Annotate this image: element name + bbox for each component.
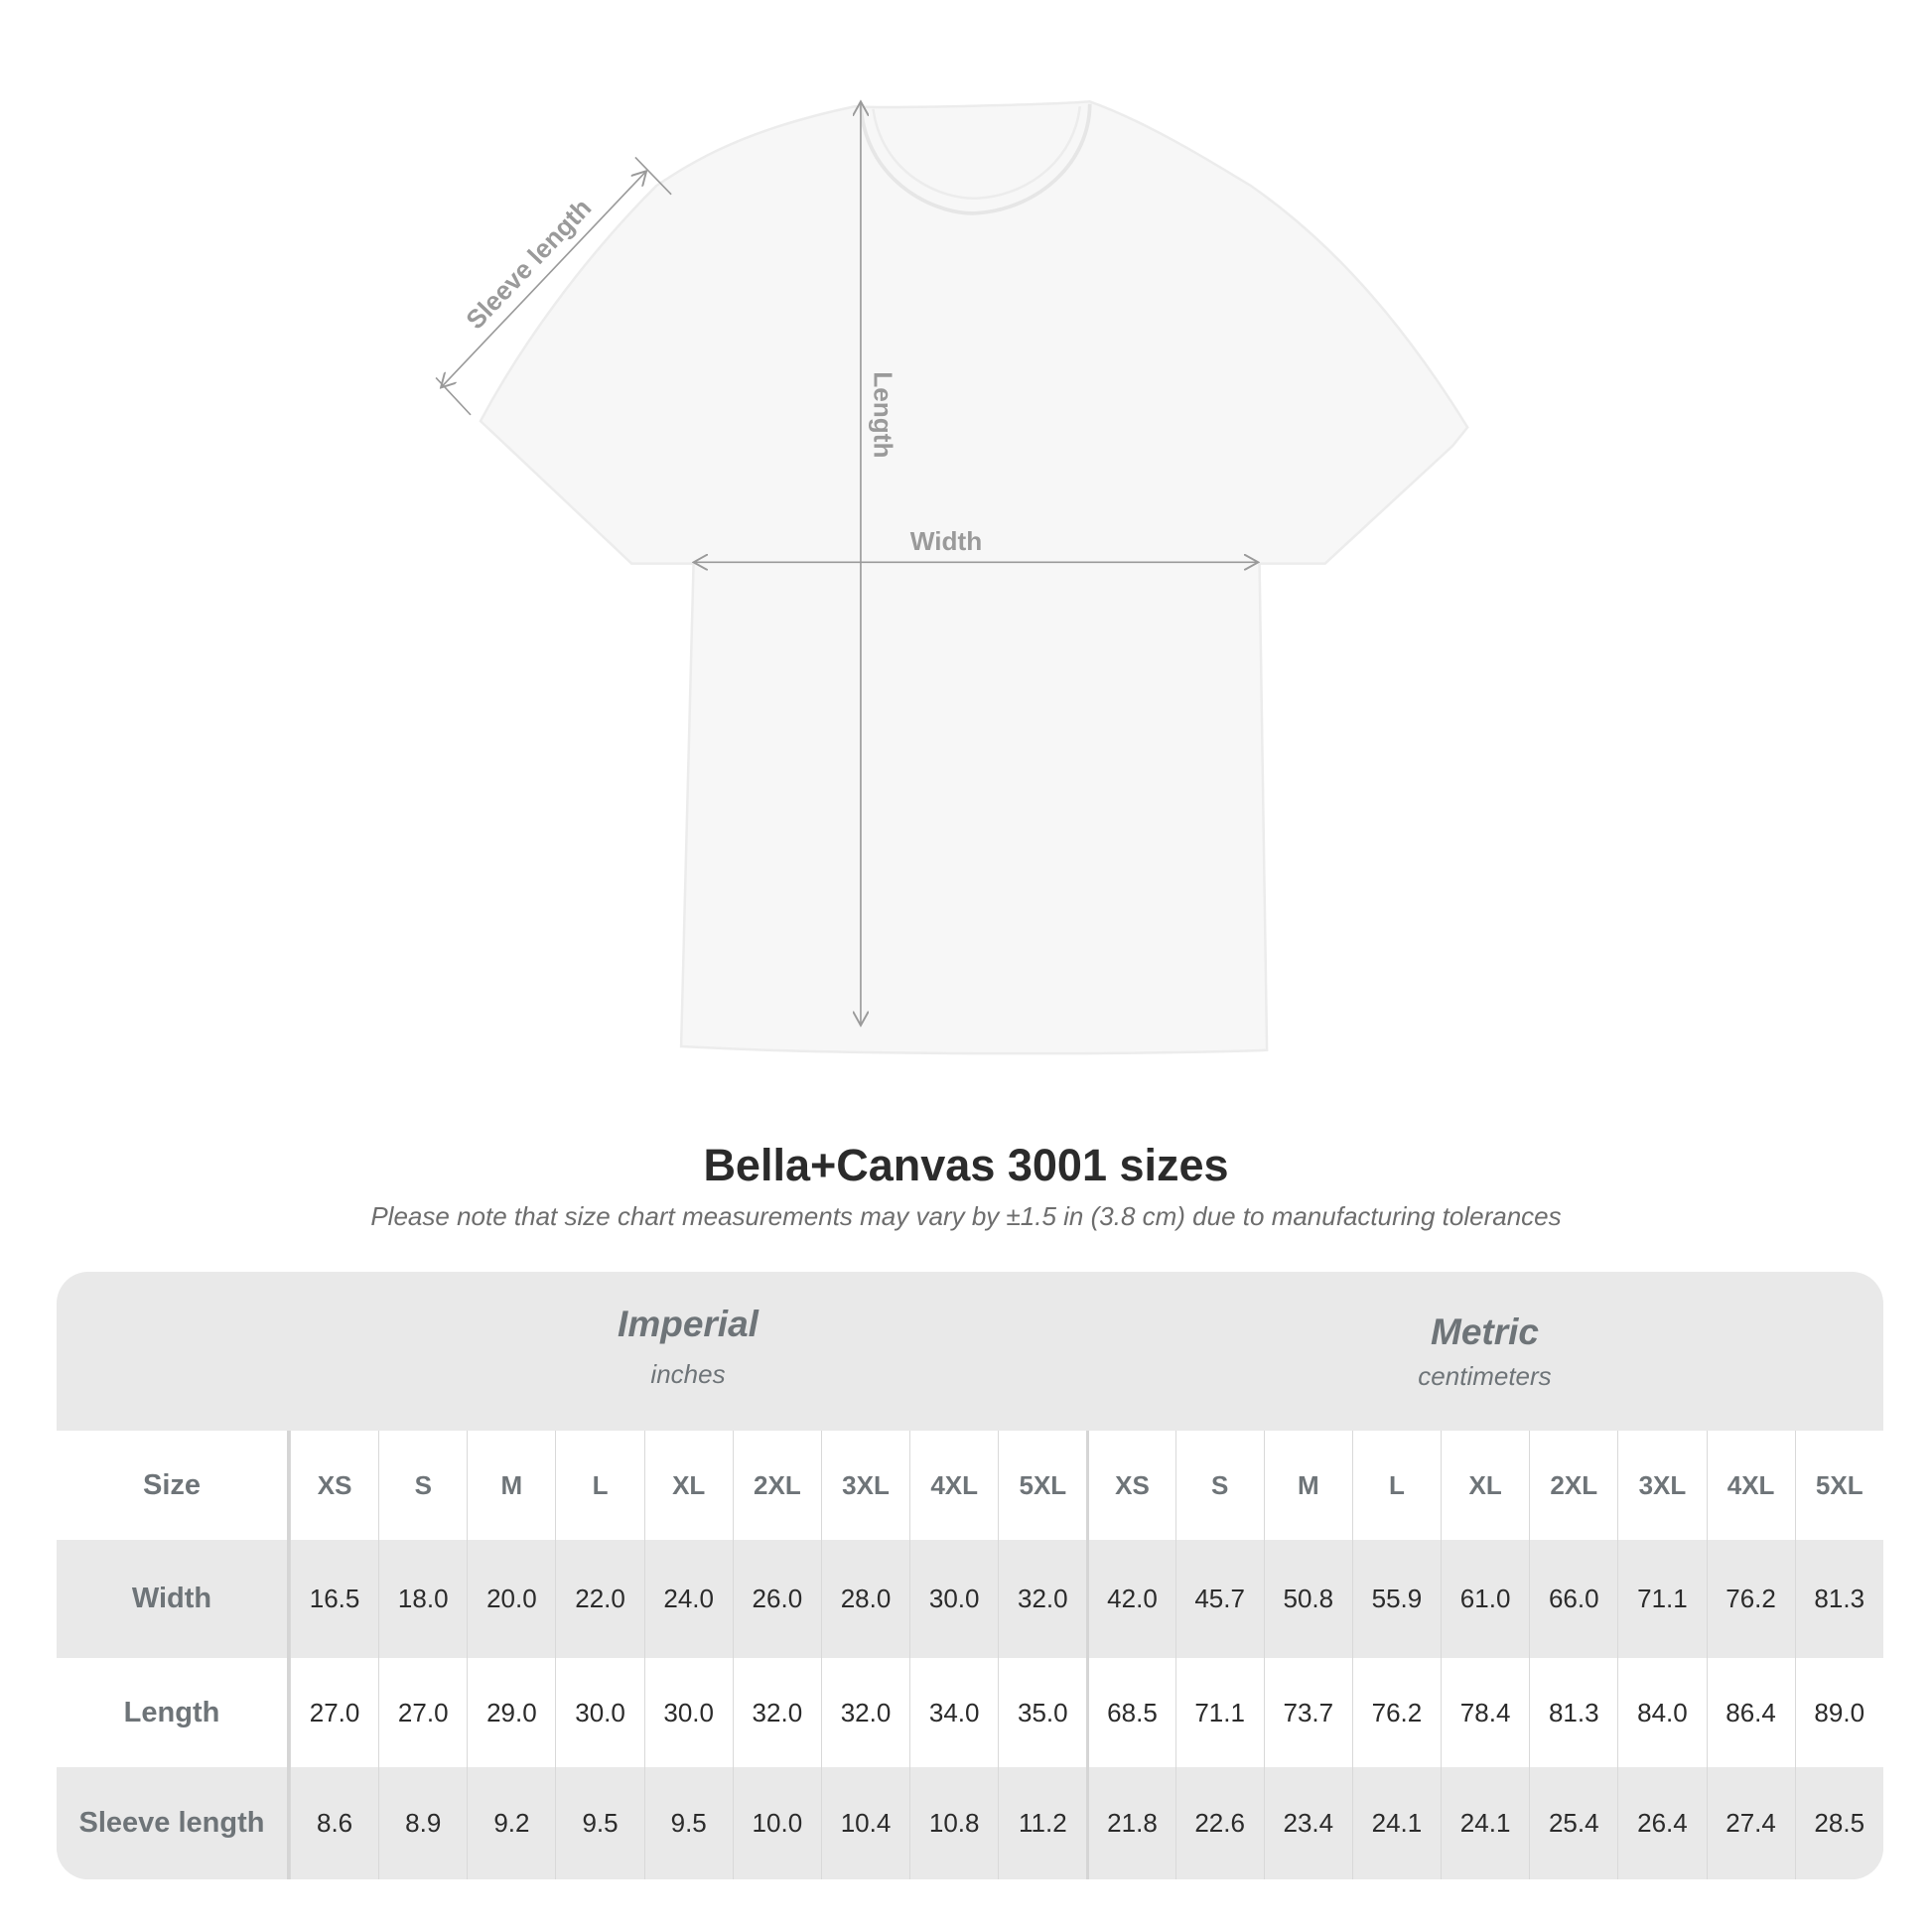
value-cell: 18.0 — [378, 1540, 467, 1658]
imperial-title: Imperial — [618, 1304, 759, 1344]
size-header-cell: S — [1174, 1431, 1264, 1540]
size-header-cell: XS — [1086, 1431, 1174, 1540]
size-header-cell: M — [467, 1431, 555, 1540]
value-cell: 11.2 — [998, 1767, 1086, 1879]
value-cell: 21.8 — [1086, 1767, 1174, 1879]
row-label: Width — [57, 1540, 290, 1658]
size-header-cell: 5XL — [998, 1431, 1086, 1540]
value-cell: 89.0 — [1794, 1658, 1883, 1767]
value-cell: 20.0 — [467, 1540, 555, 1658]
value-cell: 29.0 — [467, 1658, 555, 1767]
value-cell: 86.4 — [1706, 1658, 1795, 1767]
value-cell: 81.3 — [1794, 1540, 1883, 1658]
size-header-cell: L — [1351, 1431, 1441, 1540]
table-row: Length 27.0 27.0 29.0 30.0 30.0 32.0 32.0 34.0 35… — [57, 1658, 1883, 1767]
collar-inner — [872, 106, 1081, 200]
value-cell: 22.6 — [1174, 1767, 1264, 1879]
size-header-cell: 4XL — [909, 1431, 998, 1540]
value-cell: 61.0 — [1441, 1540, 1529, 1658]
value-cell: 76.2 — [1351, 1658, 1441, 1767]
value-cell: 71.1 — [1174, 1658, 1264, 1767]
value-cell: 27.4 — [1706, 1767, 1795, 1879]
value-cell: 22.0 — [555, 1540, 643, 1658]
value-cell: 34.0 — [909, 1658, 998, 1767]
value-cell: 28.0 — [820, 1540, 909, 1658]
size-row: Size XS S M L XL 2XL 3XL 4XL 5XL XS S M L XL 2XL 3XL 4XL… — [57, 1431, 1883, 1540]
value-cell: 42.0 — [1086, 1540, 1174, 1658]
tolerance-note: Please note that size chart measurements… — [370, 1201, 1562, 1231]
value-cell: 24.1 — [1351, 1767, 1441, 1879]
value-cell: 24.1 — [1441, 1767, 1529, 1879]
value-cell: 45.7 — [1174, 1540, 1264, 1658]
value-cell: 25.4 — [1529, 1767, 1617, 1879]
metric-title: Metric — [1431, 1311, 1539, 1352]
value-cell: 66.0 — [1529, 1540, 1617, 1658]
table-row: Sleeve length 8.6 8.9 9.2 9.5 9.5 10.0 10.4 10.8… — [57, 1767, 1883, 1879]
value-cell: 73.7 — [1263, 1658, 1352, 1767]
page-title: Bella+Canvas 3001 sizes — [703, 1140, 1229, 1190]
row-label: Sleeve length — [57, 1767, 290, 1879]
table-row: Width 16.5 18.0 20.0 22.0 24.0 26.0 28.0 30.0 32.… — [57, 1540, 1883, 1658]
value-cell: 84.0 — [1617, 1658, 1706, 1767]
value-cell: 28.5 — [1794, 1767, 1883, 1879]
value-cell: 30.0 — [555, 1658, 643, 1767]
size-header-cell: 3XL — [820, 1431, 909, 1540]
imperial-header: Imperial inches — [290, 1272, 1086, 1462]
size-header-cell: XL — [643, 1431, 733, 1540]
size-header-cell: XL — [1441, 1431, 1529, 1540]
value-cell: 50.8 — [1263, 1540, 1352, 1658]
size-table: Imperial inches Metric centimeters Size … — [57, 1272, 1883, 1879]
value-cell: 30.0 — [643, 1658, 733, 1767]
size-label: Size — [57, 1431, 290, 1540]
value-cell: 27.0 — [290, 1658, 378, 1767]
value-cell: 24.0 — [643, 1540, 733, 1658]
value-cell: 26.0 — [732, 1540, 821, 1658]
value-cell: 26.4 — [1617, 1767, 1706, 1879]
value-cell: 35.0 — [998, 1658, 1086, 1767]
value-cell: 32.0 — [820, 1658, 909, 1767]
value-cell: 27.0 — [378, 1658, 467, 1767]
length-label: Length — [869, 371, 898, 458]
collar — [859, 103, 1092, 215]
size-header-cell: 2XL — [1529, 1431, 1617, 1540]
metric-unit: centimeters — [1418, 1361, 1552, 1391]
row-label: Length — [57, 1658, 290, 1767]
sleeve-line — [441, 171, 646, 387]
value-cell: 9.5 — [555, 1767, 643, 1879]
tshirt-shape — [479, 100, 1469, 1055]
value-cell: 9.2 — [467, 1767, 555, 1879]
value-cell: 71.1 — [1617, 1540, 1706, 1658]
size-header-cell: S — [378, 1431, 467, 1540]
size-header-cell: XS — [290, 1431, 378, 1540]
value-cell: 8.6 — [290, 1767, 378, 1879]
value-cell: 32.0 — [998, 1540, 1086, 1658]
value-cell: 9.5 — [643, 1767, 733, 1879]
value-cell: 68.5 — [1086, 1658, 1174, 1767]
value-cell: 16.5 — [290, 1540, 378, 1658]
value-cell: 10.4 — [820, 1767, 909, 1879]
value-cell: 76.2 — [1706, 1540, 1795, 1658]
value-cell: 23.4 — [1263, 1767, 1352, 1879]
size-header-cell: M — [1263, 1431, 1352, 1540]
value-cell: 30.0 — [909, 1540, 998, 1658]
value-cell: 32.0 — [732, 1658, 821, 1767]
size-header-cell: 4XL — [1706, 1431, 1795, 1540]
value-cell: 81.3 — [1529, 1658, 1617, 1767]
value-cell: 10.0 — [732, 1767, 821, 1879]
value-cell: 78.4 — [1441, 1658, 1529, 1767]
value-cell: 8.9 — [378, 1767, 467, 1879]
size-header-cell: L — [555, 1431, 643, 1540]
width-label: Width — [910, 526, 982, 556]
imperial-unit: inches — [650, 1359, 726, 1389]
value-cell: 55.9 — [1351, 1540, 1441, 1658]
size-header-cell: 5XL — [1794, 1431, 1883, 1540]
value-cell: 10.8 — [909, 1767, 998, 1879]
size-header-cell: 3XL — [1617, 1431, 1706, 1540]
metric-header: Metric centimeters — [1086, 1272, 1883, 1470]
size-header-cell: 2XL — [732, 1431, 821, 1540]
